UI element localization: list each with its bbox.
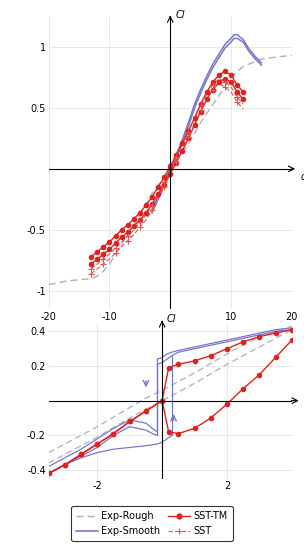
Text: α(°): α(°) [301,171,304,181]
Legend: Exp-Rough, Exp-Smooth, SST-TM, SST: Exp-Rough, Exp-Smooth, SST-TM, SST [71,507,233,541]
Text: Cl: Cl [167,315,177,324]
Text: Cl: Cl [175,10,185,20]
